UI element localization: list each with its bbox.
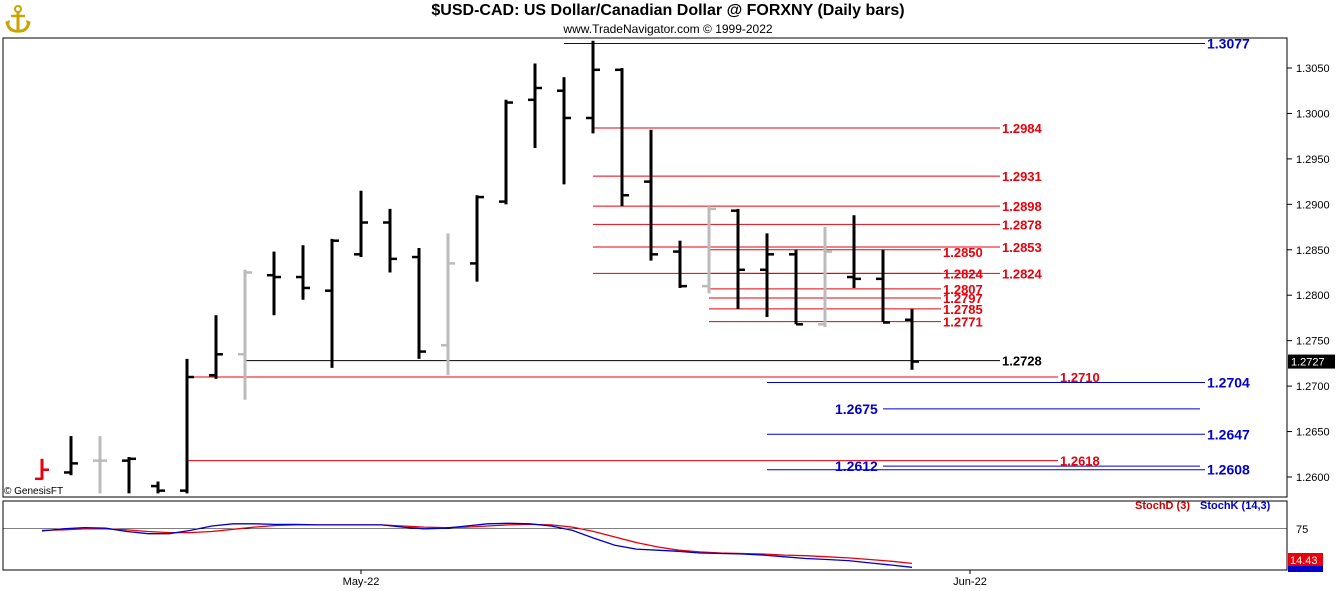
osc-last-tag-d [1288,553,1323,566]
oscillator-panel-frame [2,500,1288,571]
y-tick-label: 1.2900 [1296,199,1330,211]
level-label: 1.2704 [1207,374,1250,390]
level-label: 1.2931 [1002,169,1042,184]
copyright-label: © GenesisFT [4,486,64,497]
y-tick-label: 1.3050 [1296,63,1330,75]
level-label: 1.2675 [835,401,878,417]
level-label: 1.2785 [943,302,983,317]
osc-legend-stochd: StochD (3) [1135,500,1190,512]
level-label: 1.2853 [1002,240,1042,255]
anchor-logo-icon [5,5,31,33]
last-price-tag [1288,354,1335,369]
osc-last-label: 14.43 [1290,555,1318,567]
osc-series-line [41,523,913,565]
level-label: 1.2710 [1060,370,1100,385]
y-tick-label: 1.2850 [1296,245,1330,257]
last-price-label: 1.2727 [1291,357,1325,369]
osc-y-tick-label: 75 [1296,524,1308,536]
y-tick-label: 1.3000 [1296,108,1330,120]
y-tick-label: 1.2700 [1296,381,1330,393]
level-label: 1.2807 [943,282,983,297]
osc-legend-stochk: StochK (14,3) [1200,500,1271,512]
osc-last-tag-k [1288,566,1323,572]
level-label: 1.2984 [1002,121,1043,136]
level-label: 1.2824 [943,266,984,281]
price-panel-frame [2,37,1288,498]
level-label: 1.2824 [1002,266,1043,281]
level-label: 1.2618 [1060,454,1100,469]
level-label: 1.2728 [1002,354,1042,369]
y-tick-label: 1.2650 [1296,427,1330,439]
y-tick-label: 1.2600 [1296,472,1330,484]
level-label: 1.2850 [943,245,983,260]
level-label: 1.2898 [1002,199,1042,214]
x-tick-label: May-22 [343,576,380,588]
y-tick-label: 1.2800 [1296,290,1330,302]
osc-series-line [41,522,913,568]
level-label: 1.2878 [1002,217,1042,232]
level-label: 1.2608 [1207,462,1250,478]
level-label: 1.2612 [835,458,878,474]
level-label: 1.2771 [943,315,983,330]
y-tick-label: 1.2750 [1296,336,1330,348]
level-label: 1.3077 [1207,35,1250,51]
chart-title: $USD-CAD: US Dollar/Canadian Dollar @ FO… [431,2,905,19]
chart-subtitle: www.TradeNavigator.com © 1999-2022 [563,22,773,36]
y-tick-label: 1.2950 [1296,154,1330,166]
level-label: 1.2797 [943,291,983,306]
level-label: 1.2647 [1207,426,1250,442]
x-tick-label: Jun-22 [953,576,987,588]
